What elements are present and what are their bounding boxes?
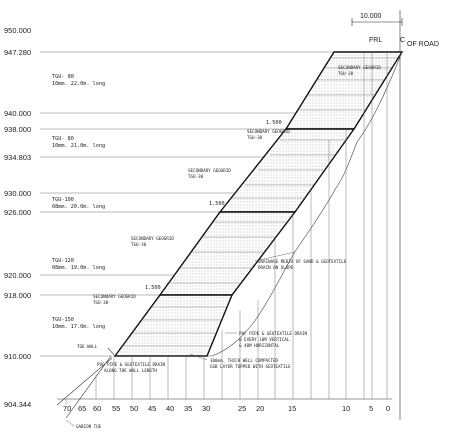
elevation-label: 930.000	[4, 189, 31, 198]
drainage-note: DRAINAGE MEDIA OF SAND & GEOTEXTILE	[258, 259, 347, 264]
drainage-note: DRAIN ON SLOPE	[258, 265, 294, 270]
secondary-geogrid-grade: TGU-30	[93, 300, 109, 305]
level-leader-lines	[40, 51, 402, 357]
tier-spacing: 10mm. 22.0m. long	[52, 81, 105, 87]
tier-spacing: 08mm. 20.0m. long	[52, 204, 105, 210]
frame-lines	[56, 10, 401, 420]
secondary-geogrid-labels: SECONDARY GEOGRID TGU-30 SECONDARY GEOGR…	[93, 65, 381, 305]
reinforced-fill	[113, 51, 404, 357]
tier-grade: TGU- 80	[52, 136, 74, 142]
pvc-drain-note: PVC PIPE & GEOTEXTILE DRAIN	[239, 331, 308, 336]
distance-labels: 70 65 60 55 50 45 40 35 30 25 20 15 10 5…	[63, 404, 390, 413]
gabion-toe-note: GABION TOE	[76, 424, 102, 429]
secondary-geogrid-grade: TGU-30	[131, 242, 147, 247]
pvc-drain-note: PVC PIPE & GEOTEXTILE DRAIN	[97, 362, 166, 367]
distance-label: 50	[130, 404, 138, 413]
secondary-geogrid-grade: TGU-30	[188, 174, 204, 179]
note-leaders	[65, 251, 296, 427]
distance-label: 15	[288, 404, 296, 413]
elevation-label: 947.280	[4, 48, 31, 57]
road-dimension	[351, 18, 403, 26]
elevation-label: 938.000	[4, 125, 31, 134]
distance-label: 0	[386, 404, 390, 413]
elevation-label: 920.000	[4, 271, 31, 280]
tier-spacing: 10mm. 21.0m. long	[52, 143, 105, 149]
compacted-layer-note: 300mm. THICK WELL COMPACTED	[210, 358, 279, 363]
secondary-geogrid-grade: TGU-30	[247, 135, 263, 140]
secondary-geogrid-title: SECONDARY GEOGRID	[131, 236, 174, 241]
elevation-label: 934.803	[4, 153, 31, 162]
road-labels: 10.000 FRL C OF ROAD	[360, 13, 439, 48]
berm-width-label: 1.500	[209, 201, 225, 207]
secondary-geogrid-title: SECONDARY GEOGRID	[247, 129, 290, 134]
distance-label: 35	[184, 404, 192, 413]
tier-3-fill	[158, 211, 297, 296]
road-width-label: 10.000	[360, 13, 382, 20]
tier-spacing: 10mm. 17.0m. long	[52, 324, 105, 330]
tier-2-fill	[218, 128, 356, 213]
secondary-geogrid-title: SECONDARY GEOGRID	[93, 294, 136, 299]
pvc-drain-note: ALONG THE WALL LENGTH	[104, 368, 157, 373]
distance-label: 25	[238, 404, 246, 413]
tier-grade: TGU-120	[52, 258, 74, 264]
elevation-labels: 950.000 947.280 940.000 938.000 934.803 …	[4, 26, 31, 409]
distance-label: 55	[112, 404, 120, 413]
construction-notes: TOE WALL PVC PIPE & GEOTEXTILE DRAIN ALO…	[76, 259, 347, 429]
pvc-drain-note: & 40M HORIZONTAL	[239, 343, 280, 348]
toe-wall-note: TOE WALL	[77, 344, 98, 349]
pvc-drain-note: @ EVERY 10M VERTICAL	[239, 337, 290, 342]
berm-width-label: 1.500	[145, 285, 161, 291]
tier-1-fill	[284, 51, 404, 130]
centerline-symbol: C	[400, 37, 405, 44]
secondary-geogrid-grade: TGU-30	[338, 71, 354, 76]
distance-label: 20	[256, 404, 264, 413]
tier-grade: TGU-100	[52, 197, 74, 203]
tier-labels: TGU- 80 10mm. 22.0m. long TGU- 80 10mm. …	[52, 74, 105, 330]
elevation-label: 926.000	[4, 208, 31, 217]
elevation-label: 940.000	[4, 109, 31, 118]
elevation-label: 950.000	[4, 26, 31, 35]
distance-label: 40	[166, 404, 174, 413]
berm-labels: 1.500 1.500 1.500	[145, 120, 282, 291]
elevation-label: 904.344	[4, 400, 31, 409]
tier-grade: TGU-150	[52, 317, 74, 323]
distance-label: 60	[93, 404, 101, 413]
elevation-label: 918.000	[4, 291, 31, 300]
distance-label: 30	[202, 404, 210, 413]
secondary-geogrid-title: SECONDARY GEOGRID	[188, 168, 231, 173]
tier-4-fill	[113, 294, 234, 357]
tier-grade: TGU- 80	[52, 74, 74, 80]
distance-label: 70	[63, 404, 71, 413]
road-label: OF ROAD	[407, 41, 439, 48]
berm-width-label: 1.500	[266, 120, 282, 126]
distance-label: 45	[148, 404, 156, 413]
frl-label: FRL	[369, 37, 382, 44]
tier-spacing: 08mm. 19.0m. long	[52, 265, 105, 271]
distance-label: 65	[78, 404, 86, 413]
secondary-geogrid-title: SECONDARY GEOGRID	[338, 65, 381, 70]
compacted-layer-note: GSB LAYER TOPPED WITH GEOTEXTILE	[210, 364, 291, 369]
elevation-label: 910.000	[4, 352, 31, 361]
distance-label: 10	[342, 404, 350, 413]
distance-label: 5	[369, 404, 373, 413]
distance-ticks	[65, 52, 388, 405]
